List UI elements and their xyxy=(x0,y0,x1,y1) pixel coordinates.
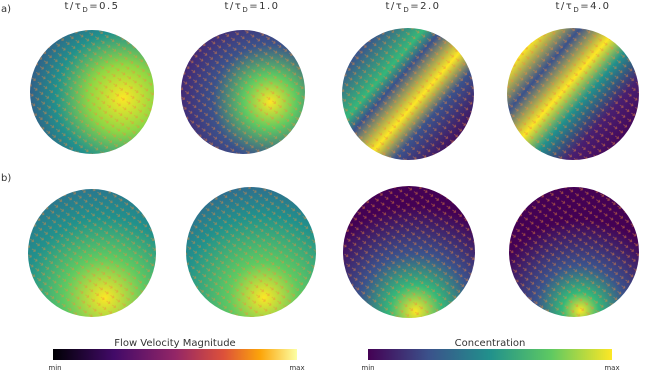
title-value: =1.0 xyxy=(249,1,279,12)
title-text: t/τ xyxy=(386,1,404,12)
column-title: t/τD=0.5 xyxy=(65,1,120,14)
column-title: t/τD=1.0 xyxy=(225,1,280,14)
title-subscript: D xyxy=(82,6,89,14)
arrows xyxy=(186,187,316,317)
title-subscript: D xyxy=(403,6,410,14)
colorbar: Concentration min max xyxy=(361,338,619,372)
title-value: =4.0 xyxy=(580,1,610,12)
arrows xyxy=(28,189,156,317)
arrows xyxy=(507,28,639,160)
spheres xyxy=(28,28,639,318)
title-subscript: D xyxy=(573,6,580,14)
title-text: t/τ xyxy=(225,1,243,12)
colorbar-gradient xyxy=(368,349,612,360)
title-value: =2.0 xyxy=(410,1,440,12)
row-label: a) xyxy=(1,4,11,15)
arrows xyxy=(30,30,154,154)
row-label: b) xyxy=(1,173,11,184)
title-text: t/τ xyxy=(556,1,574,12)
colorbar-max: max xyxy=(289,364,304,372)
colorbar-gradient xyxy=(53,349,297,360)
colorbar: Flow Velocity Magnitude min max xyxy=(48,338,304,372)
arrows xyxy=(343,186,475,318)
arrows xyxy=(509,187,639,317)
column-title: t/τD=4.0 xyxy=(556,1,611,14)
title-subscript: D xyxy=(242,6,249,14)
colorbar-max: max xyxy=(604,364,619,372)
arrows xyxy=(342,28,474,160)
arrows xyxy=(181,30,305,154)
colorbar-title: Flow Velocity Magnitude xyxy=(114,338,235,349)
title-value: =0.5 xyxy=(89,1,119,12)
column-titles: t/τD=0.5 t/τD=1.0 t/τD=2.0 t/τD=4.0 xyxy=(65,1,611,14)
title-text: t/τ xyxy=(65,1,83,12)
column-title: t/τD=2.0 xyxy=(386,1,441,14)
colorbar-min: min xyxy=(48,364,61,372)
colorbar-title: Concentration xyxy=(455,338,526,349)
colorbar-min: min xyxy=(361,364,374,372)
